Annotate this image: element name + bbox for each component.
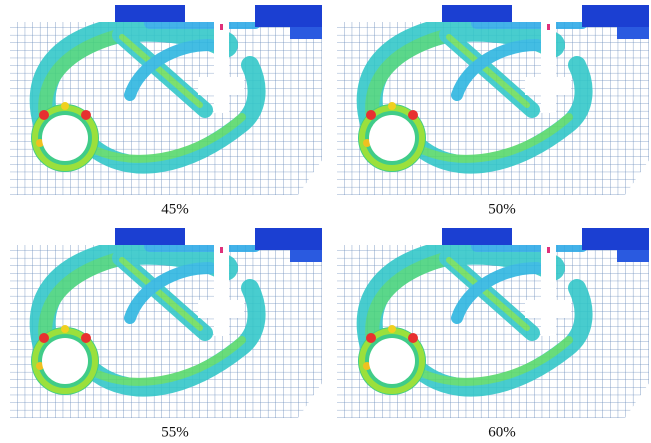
panel-label: 55%	[161, 424, 189, 440]
mesh-image	[10, 228, 322, 418]
panel-label: 60%	[488, 424, 516, 440]
mesh-image	[337, 228, 649, 418]
panel-label: 45%	[161, 201, 189, 217]
mesh-image	[10, 5, 322, 195]
mesh-panel: 50%	[337, 5, 649, 217]
mesh-panel: 60%	[337, 228, 649, 440]
mesh-panel: 55%	[10, 228, 322, 440]
mesh-image	[337, 5, 649, 195]
panel-label: 50%	[488, 201, 516, 217]
mesh-panel: 45%	[10, 5, 322, 217]
figure: 45% 50% 55% 60%	[0, 0, 651, 443]
